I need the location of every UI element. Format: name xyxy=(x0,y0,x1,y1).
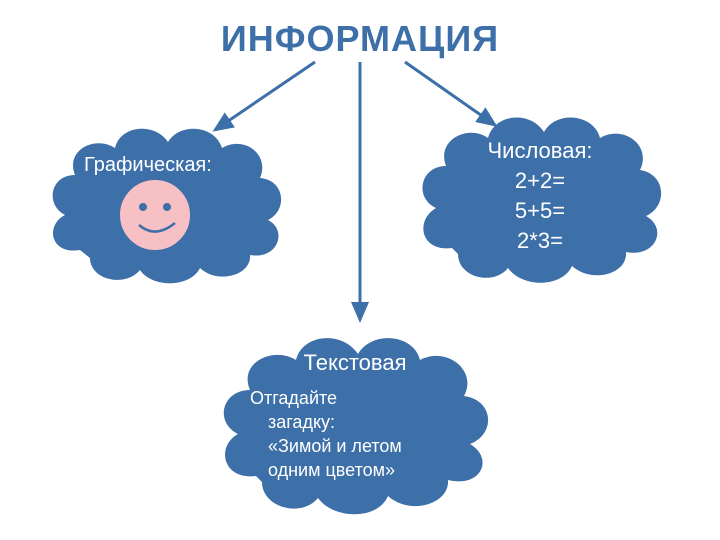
cloud-numeric-text: Числовая: 2+2= 5+5= 2*3= xyxy=(410,136,670,256)
textual-body-line: одним цветом» xyxy=(250,458,402,482)
cloud-textual: Текстовая Отгадайте загадку: «Зимой и ле… xyxy=(210,320,500,520)
smiley-face-icon xyxy=(105,165,205,265)
cloud-textual-body: Отгадайте загадку: «Зимой и летом одним … xyxy=(250,386,402,482)
cloud-numeric: Числовая: 2+2= 5+5= 2*3= xyxy=(410,100,670,290)
textual-body-line: загадку: xyxy=(250,410,402,434)
numeric-line: 2+2= xyxy=(410,166,670,196)
cloud-textual-title: Текстовая xyxy=(210,350,500,376)
numeric-title: Числовая: xyxy=(410,136,670,166)
numeric-line: 2*3= xyxy=(410,226,670,256)
textual-body-line: Отгадайте xyxy=(250,386,402,410)
textual-body-line: «Зимой и летом xyxy=(250,434,402,458)
page-title: ИНФОРМАЦИЯ xyxy=(0,18,720,60)
numeric-line: 5+5= xyxy=(410,196,670,226)
